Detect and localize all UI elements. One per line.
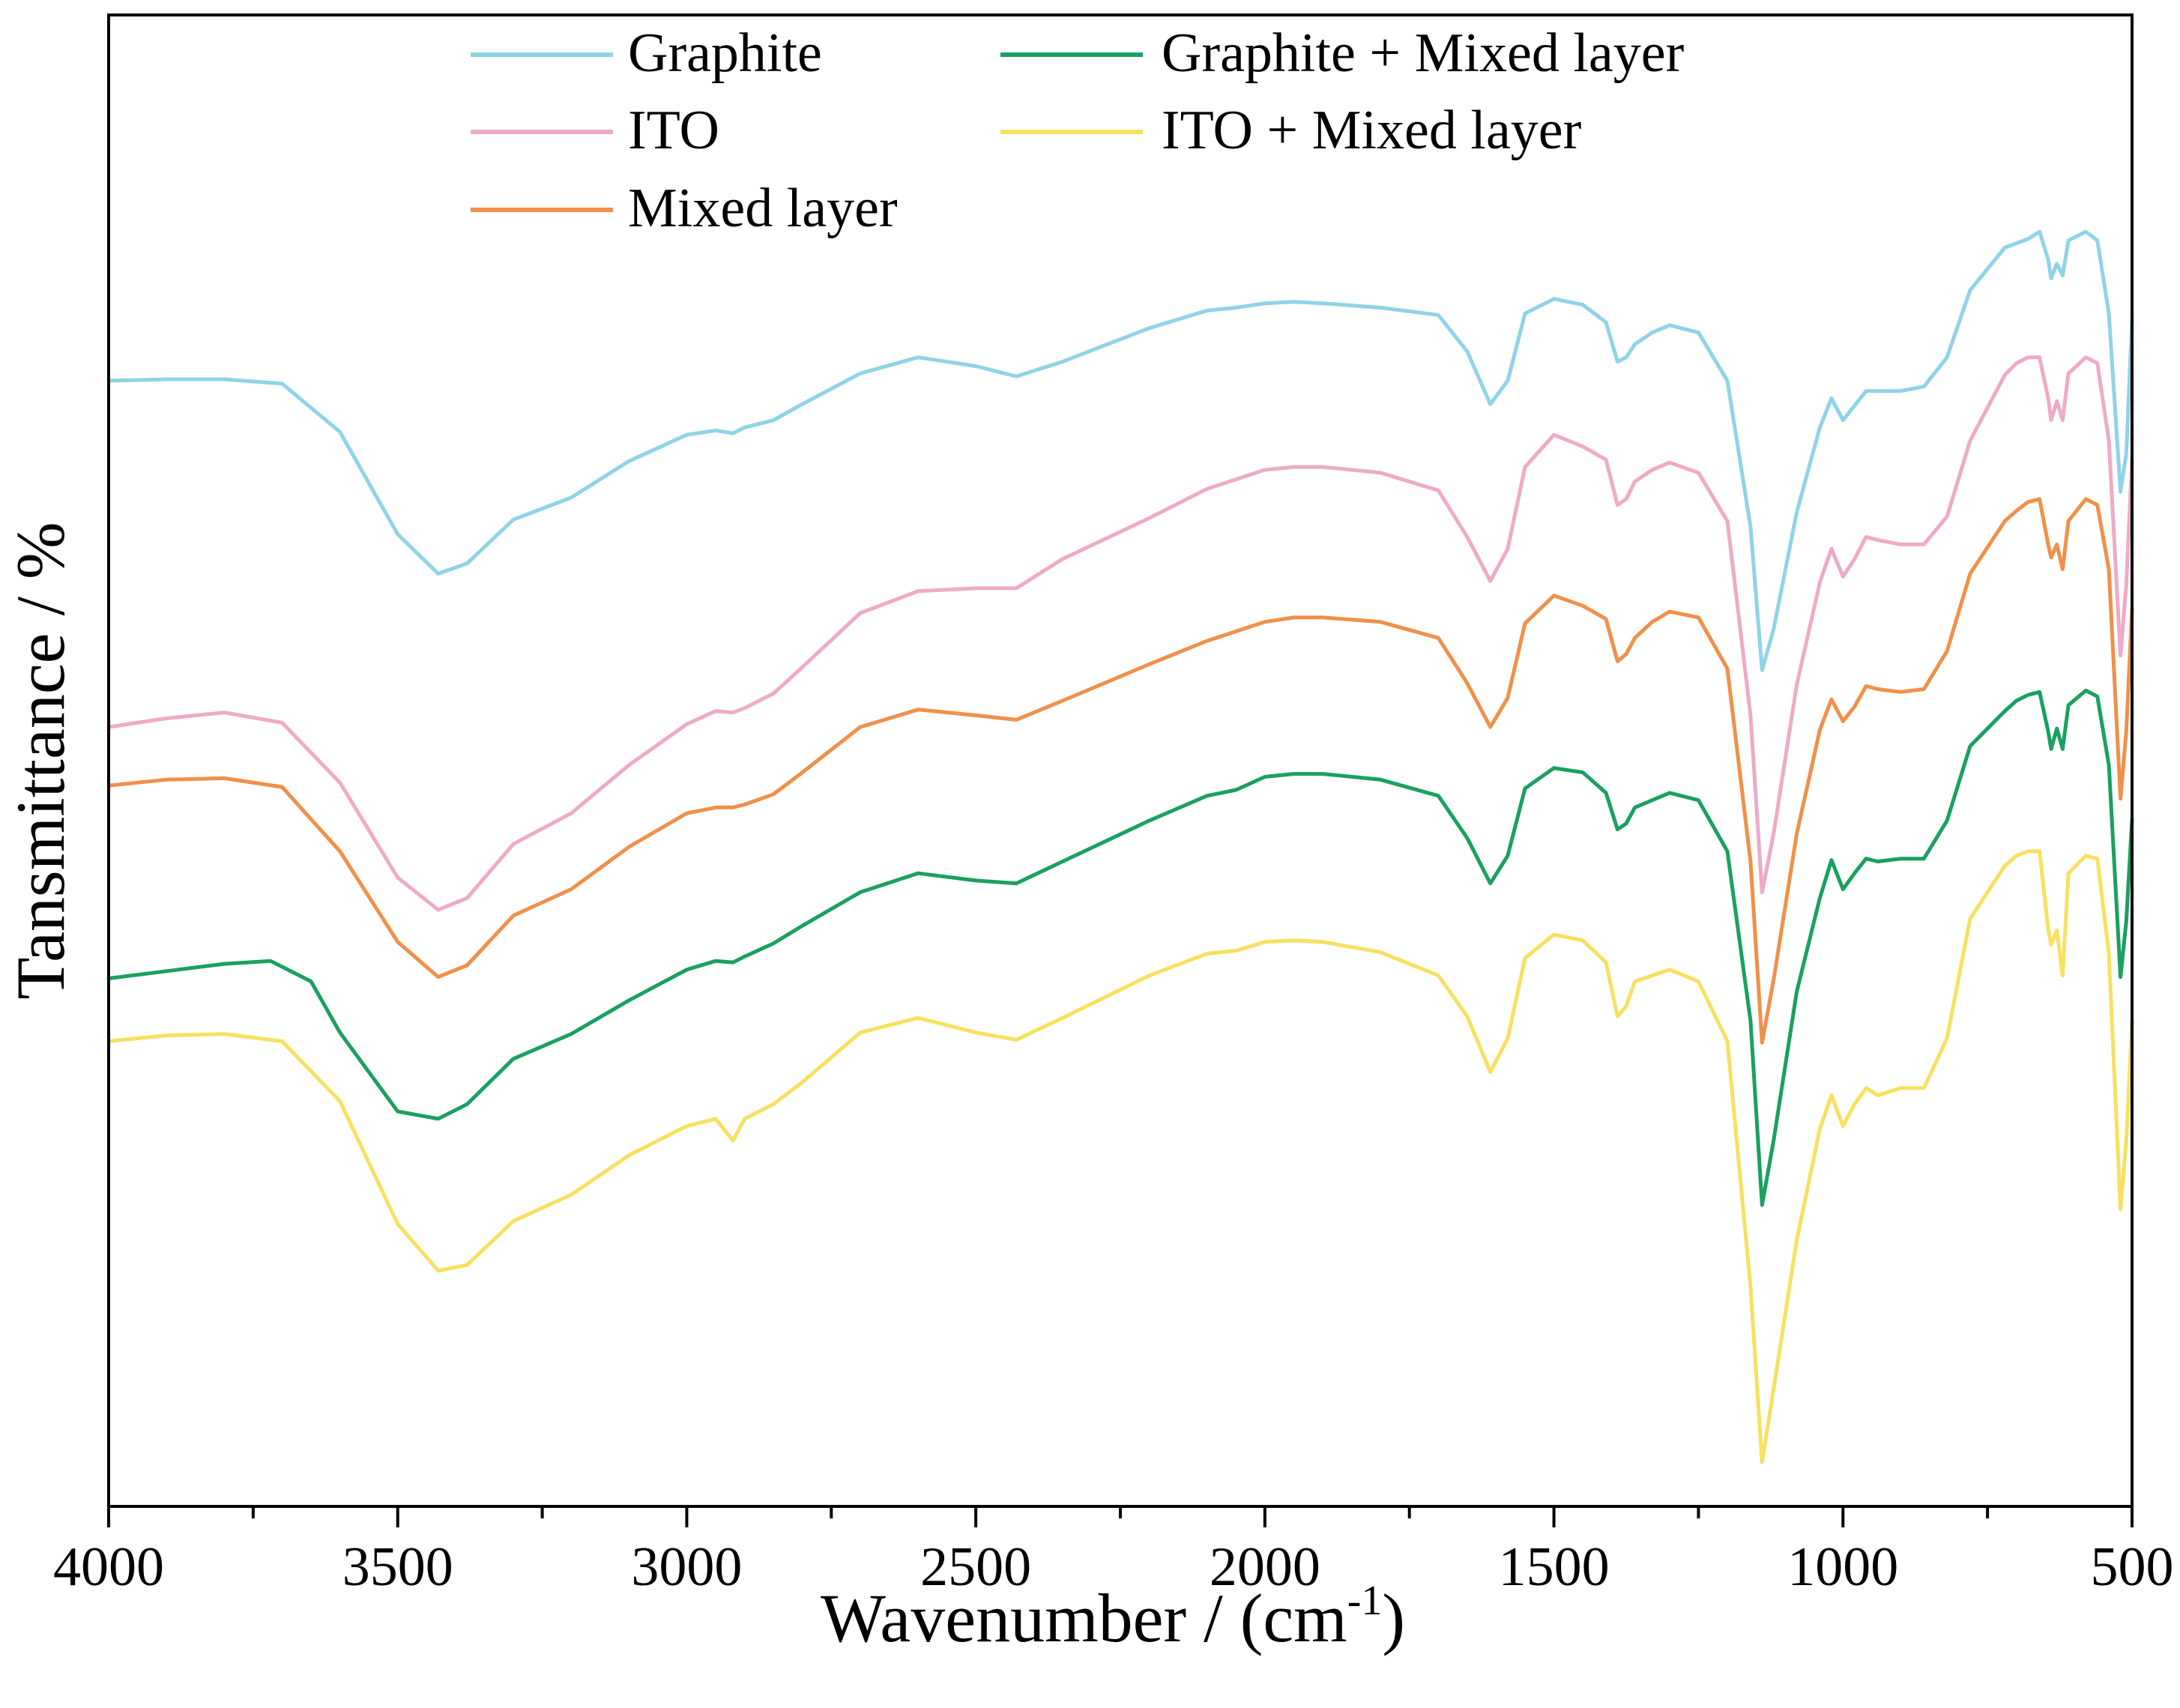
y-axis-title: Tansmittance / % xyxy=(2,522,79,999)
x-tick-label: 500 xyxy=(2091,1536,2174,1598)
x-axis-ticks: 4000 3500 3000 2500 2000 1500 1000 500 xyxy=(53,1506,2174,1598)
series-line-ito xyxy=(106,355,2134,912)
series-line-ito-mixed-layer xyxy=(106,849,2134,1464)
x-axis-title-main: Wavenumber / (cm xyxy=(821,1580,1347,1656)
x-tick-label: 1000 xyxy=(1787,1536,1898,1598)
series-layer xyxy=(106,229,2134,1464)
x-axis-title: Wavenumber / (cm-1) xyxy=(821,1578,1405,1656)
series-line-graphite xyxy=(106,229,2134,672)
legend-label-graphite-mixed-layer: Graphite + Mixed layer xyxy=(1162,22,1684,84)
x-tick-label: 3000 xyxy=(631,1536,742,1598)
x-tick-label: 3500 xyxy=(342,1536,453,1598)
legend-label-mixed-layer: Mixed layer xyxy=(628,178,898,239)
x-tick-label: 2500 xyxy=(920,1536,1031,1598)
legend: Graphite ITO Mixed layer Graphite + Mixed l… xyxy=(471,22,1684,239)
legend-label-ito-mixed-layer: ITO + Mixed layer xyxy=(1162,100,1581,161)
legend-label-ito: ITO xyxy=(628,100,719,161)
series-line-graphite-mixed-layer xyxy=(106,688,2134,1207)
legend-label-graphite: Graphite xyxy=(628,22,822,84)
x-axis-title-suffix: ) xyxy=(1382,1580,1405,1656)
x-tick-label: 2000 xyxy=(1210,1536,1320,1598)
x-axis-title-superscript: -1 xyxy=(1347,1578,1383,1624)
x-tick-label: 1500 xyxy=(1499,1536,1610,1598)
x-tick-label: 4000 xyxy=(53,1536,164,1598)
series-line-mixed-layer xyxy=(106,497,2134,1045)
